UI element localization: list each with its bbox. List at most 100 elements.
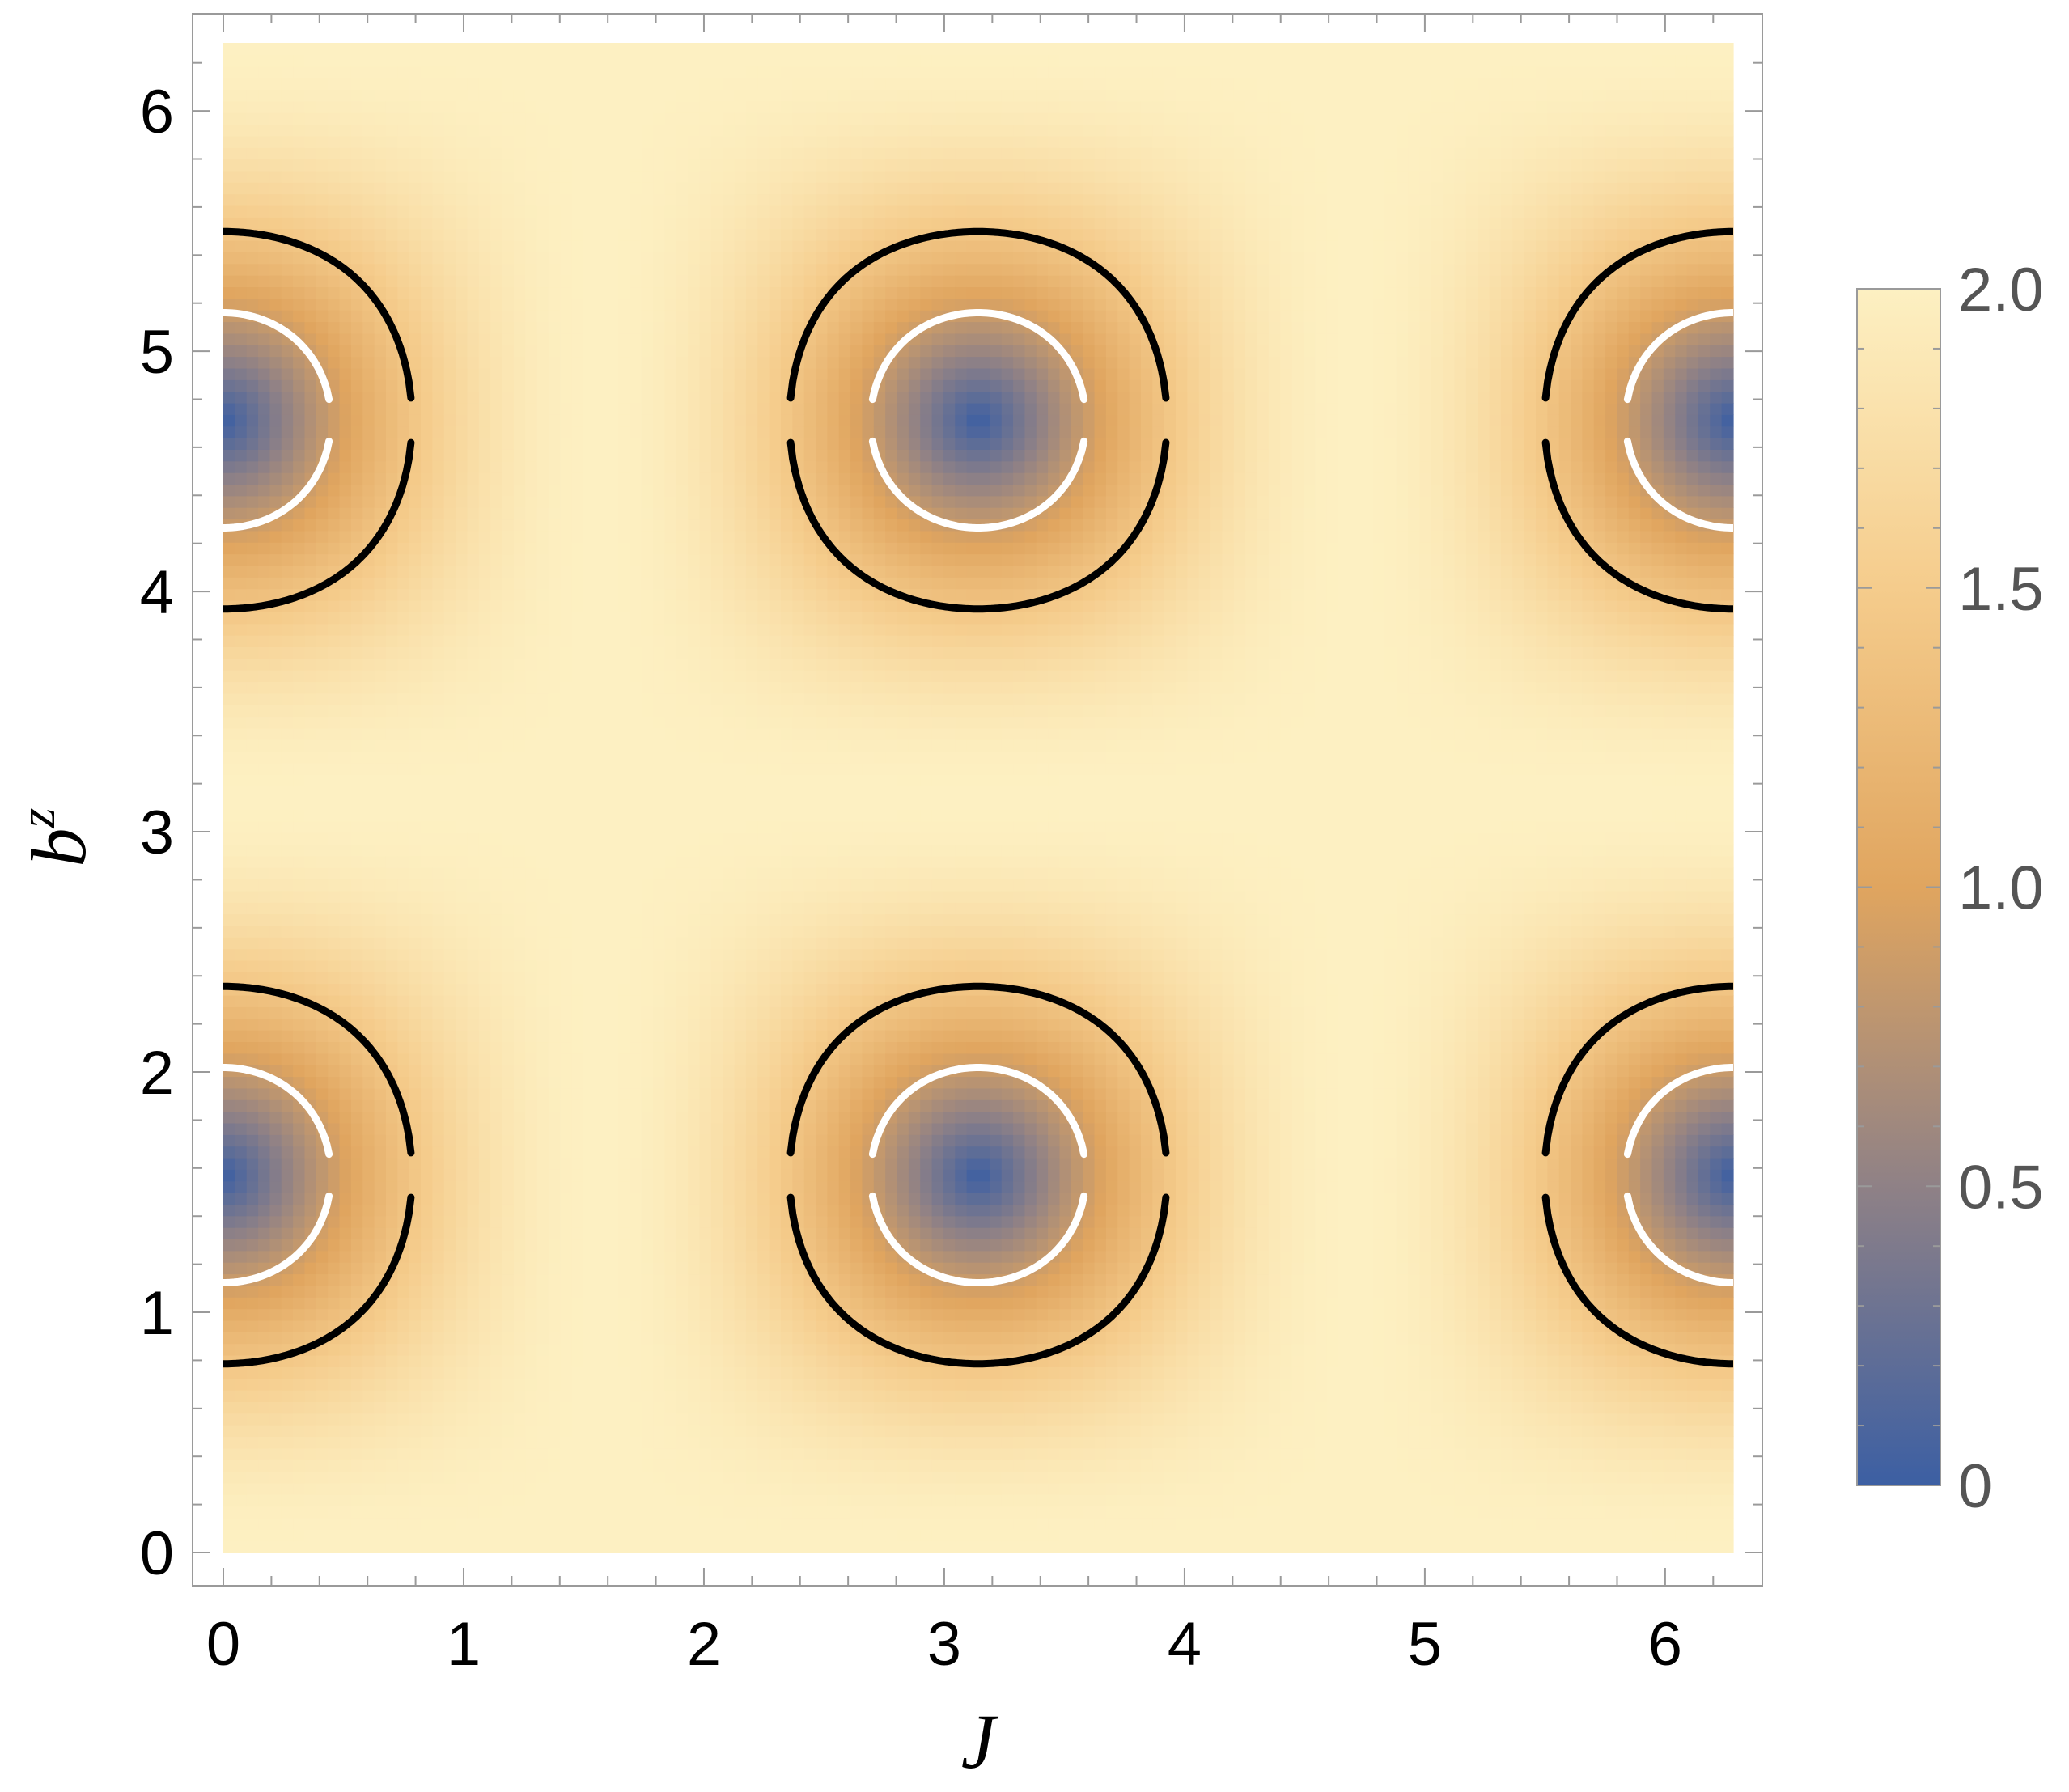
heatmap-cell — [304, 948, 317, 961]
heatmap-cell — [513, 159, 526, 172]
heatmap-cell — [281, 1146, 294, 1159]
heatmap-cell — [456, 948, 468, 961]
heatmap-cell — [409, 867, 422, 880]
heatmap-cell — [630, 565, 642, 578]
heatmap-cell — [443, 553, 456, 566]
heatmap-cell — [443, 1413, 456, 1426]
heatmap-cell — [385, 414, 398, 427]
heatmap-cell — [641, 1262, 654, 1275]
heatmap-cell — [595, 890, 608, 903]
heatmap-cell — [618, 1506, 630, 1519]
heatmap-cell — [536, 1332, 549, 1345]
heatmap-cell — [246, 367, 259, 380]
heatmap-cell — [595, 727, 608, 740]
heatmap-cell — [397, 1436, 410, 1449]
heatmap-cell — [409, 1447, 422, 1460]
heatmap-cell — [421, 1425, 433, 1438]
heatmap-cell — [328, 798, 341, 810]
heatmap-cell — [281, 263, 294, 276]
heatmap-cell — [456, 298, 468, 311]
heatmap-cell — [548, 820, 561, 833]
heatmap-cell — [385, 646, 398, 659]
heatmap-cell — [571, 321, 584, 334]
heatmap-cell — [630, 1297, 642, 1310]
heatmap-cell — [223, 124, 235, 137]
heatmap-cell — [258, 1111, 271, 1124]
heatmap-cell — [304, 495, 317, 508]
heatmap-cell — [630, 1425, 642, 1438]
heatmap-cell — [328, 1099, 341, 1112]
heatmap-cell — [328, 983, 341, 996]
heatmap-cell — [246, 798, 259, 810]
heatmap-cell — [630, 1540, 642, 1553]
heatmap-cell — [385, 1099, 398, 1112]
heatmap-cell — [328, 972, 341, 985]
heatmap-cell — [409, 1076, 422, 1089]
heatmap-cell — [258, 809, 271, 822]
heatmap-cell — [293, 1053, 306, 1065]
heatmap-cell — [316, 1494, 329, 1507]
heatmap-cell — [478, 588, 491, 601]
heatmap-cell — [478, 1413, 491, 1426]
heatmap-cell — [618, 1227, 630, 1240]
heatmap-cell — [571, 426, 584, 438]
heatmap-cell — [269, 855, 282, 868]
heatmap-cell — [246, 832, 259, 845]
heatmap-cell — [246, 681, 259, 694]
heatmap-cell — [525, 960, 538, 972]
heatmap-cell — [350, 1227, 363, 1240]
heatmap-cell — [281, 1018, 294, 1031]
heatmap-cell — [467, 1006, 480, 1019]
heatmap-cell — [618, 286, 630, 299]
heatmap-cell — [490, 530, 503, 543]
heatmap-cell — [293, 182, 306, 195]
heatmap-cell — [595, 1320, 608, 1332]
heatmap-cell — [269, 275, 282, 288]
heatmap-cell — [502, 100, 515, 113]
heatmap-cell — [606, 844, 619, 857]
heatmap-cell — [606, 612, 619, 625]
heatmap-cell — [350, 414, 363, 427]
heatmap-cell — [467, 1087, 480, 1100]
heatmap-cell — [339, 54, 352, 67]
heatmap-cell — [339, 507, 352, 520]
heatmap-cell — [664, 1354, 677, 1367]
heatmap-cell — [571, 751, 584, 764]
heatmap-cell — [664, 1065, 677, 1078]
heatmap-cell — [560, 948, 573, 961]
heatmap-cell — [456, 1146, 468, 1159]
heatmap-cell — [641, 1390, 654, 1402]
heatmap-cell — [409, 972, 422, 985]
heatmap-cell — [374, 1320, 387, 1332]
heatmap-cell — [258, 426, 271, 438]
heatmap-cell — [653, 565, 666, 578]
heatmap-cell — [525, 1250, 538, 1263]
heatmap-cell — [432, 972, 445, 985]
heatmap-cell — [502, 670, 515, 683]
heatmap-cell — [385, 1343, 398, 1356]
heatmap-cell — [571, 43, 584, 55]
heatmap-cell — [223, 217, 235, 230]
heatmap-cell — [316, 1413, 329, 1426]
heatmap-cell — [595, 762, 608, 775]
heatmap-cell — [641, 1239, 654, 1252]
heatmap-cell — [583, 1250, 596, 1263]
heatmap-cell — [350, 995, 363, 1007]
heatmap-cell — [293, 739, 306, 752]
heatmap-cell — [281, 1390, 294, 1402]
heatmap-cell — [258, 298, 271, 311]
heatmap-cell — [397, 1065, 410, 1078]
heatmap-cell — [350, 739, 363, 752]
heatmap-cell — [664, 983, 677, 996]
heatmap-cell — [653, 612, 666, 625]
heatmap-cell — [548, 100, 561, 113]
heatmap-cell — [304, 252, 317, 265]
heatmap-cell — [502, 159, 515, 172]
heatmap-cell — [560, 588, 573, 601]
heatmap-cell — [525, 43, 538, 55]
heatmap-cell — [374, 727, 387, 740]
heatmap-cell — [269, 159, 282, 172]
heatmap-cell — [513, 1285, 526, 1298]
heatmap-cell — [478, 972, 491, 985]
heatmap-cell — [269, 1099, 282, 1112]
